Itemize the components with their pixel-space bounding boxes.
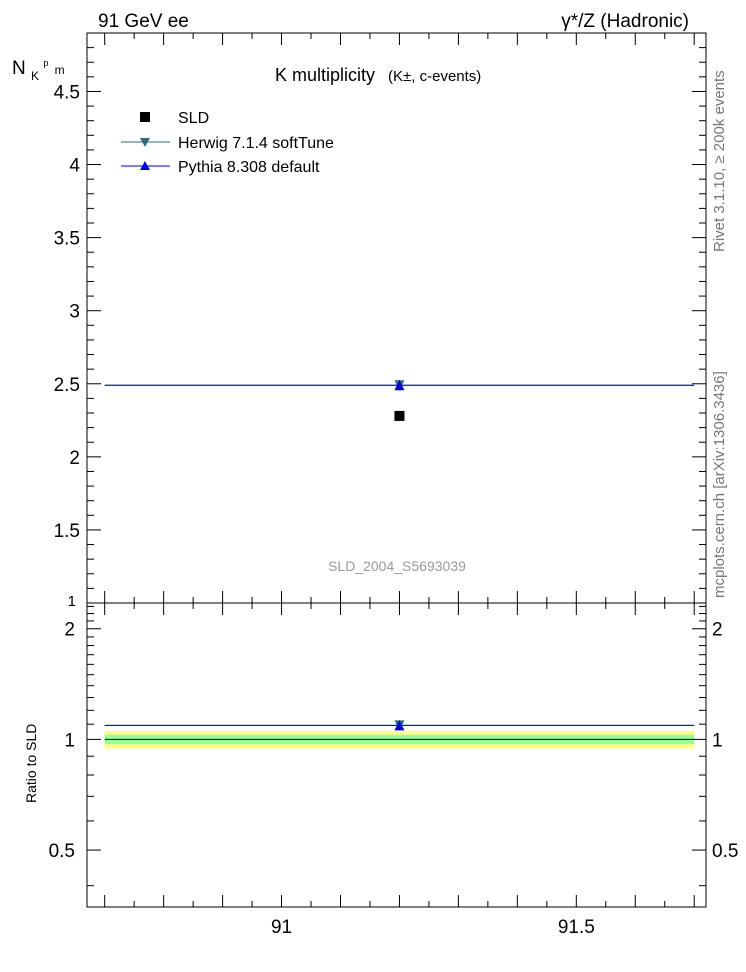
main-axis-ticks: 1.5 2 2.5 3 3.5 4 4.5 1: [54, 33, 706, 610]
ratio-y-tick-label-right: 0.5: [712, 841, 738, 862]
ratio-y-tick-label: 1: [64, 730, 75, 751]
header-left: 91 GeV ee: [98, 11, 189, 32]
legend-herwig-label: Herwig 7.1.4 softTune: [178, 135, 334, 152]
header-right: γ*/Z (Hadronic): [561, 11, 689, 32]
ratio-x-tick-label: 91.5: [558, 917, 595, 938]
main-y-tick-label: 4.5: [54, 82, 80, 103]
data-point-marker: [394, 410, 405, 421]
main-y-tick-label-partial: 1: [68, 593, 76, 610]
analysis-id-watermark: SLD_2004_S5693039: [328, 558, 466, 574]
ratio-plot-marks: [104, 720, 695, 749]
ratio-axis-ticks: 91 91.5 0.5 0.5 1 1 2 2: [49, 603, 738, 938]
main-y-tick-label: 3.5: [54, 229, 80, 250]
main-y-tick-label: 3: [69, 302, 80, 323]
main-plot-marks: [104, 380, 695, 421]
legend-herwig-marker: [140, 138, 150, 147]
main-y-tick-label: 2.5: [54, 375, 80, 396]
legend-pythia-marker: [140, 161, 150, 170]
main-y-axis-label: N K p m: [12, 50, 65, 85]
ratio-x-tick-label: 91: [271, 917, 292, 938]
ratio-y-tick-label: 0.5: [49, 841, 75, 862]
main-y-tick-label: 1.5: [54, 521, 80, 542]
ratio-y-tick-label-right: 2: [712, 620, 723, 641]
legend-sld-label: SLD: [178, 110, 209, 127]
ratio-y-tick-label: 2: [64, 620, 75, 641]
mc-point-marker: [394, 380, 405, 391]
ratio-y-tick-label-right: 1: [712, 730, 723, 751]
legend: SLD Herwig 7.1.4 softTune Pythia 8.308 d…: [121, 110, 334, 176]
ratio-mc-point-marker: [394, 720, 405, 731]
ratio-plot-frame: [86, 602, 707, 908]
legend-pythia-label: Pythia 8.308 default: [178, 159, 320, 176]
main-y-tick-label: 2: [69, 448, 80, 469]
legend-sld-marker: [140, 112, 150, 122]
main-y-tick-label: 4: [69, 156, 80, 177]
ratio-y-axis-label: Ratio to SLD: [23, 724, 39, 803]
main-panel: 1.5 2 2.5 3 3.5 4 4.5 1 K multiplicity (K±, c-e…: [12, 32, 707, 610]
mcplots-label: mcplots.cern.ch [arXiv:1306.3436]: [711, 371, 728, 598]
ratio-panel: 91 91.5 0.5 0.5 1 1 2 2 Ratio to SLD: [23, 602, 738, 938]
chart-title: K multiplicity (K±, c-events): [275, 65, 481, 85]
rivet-version-label: Rivet 3.1.10, ≥ 200k events: [711, 70, 728, 252]
